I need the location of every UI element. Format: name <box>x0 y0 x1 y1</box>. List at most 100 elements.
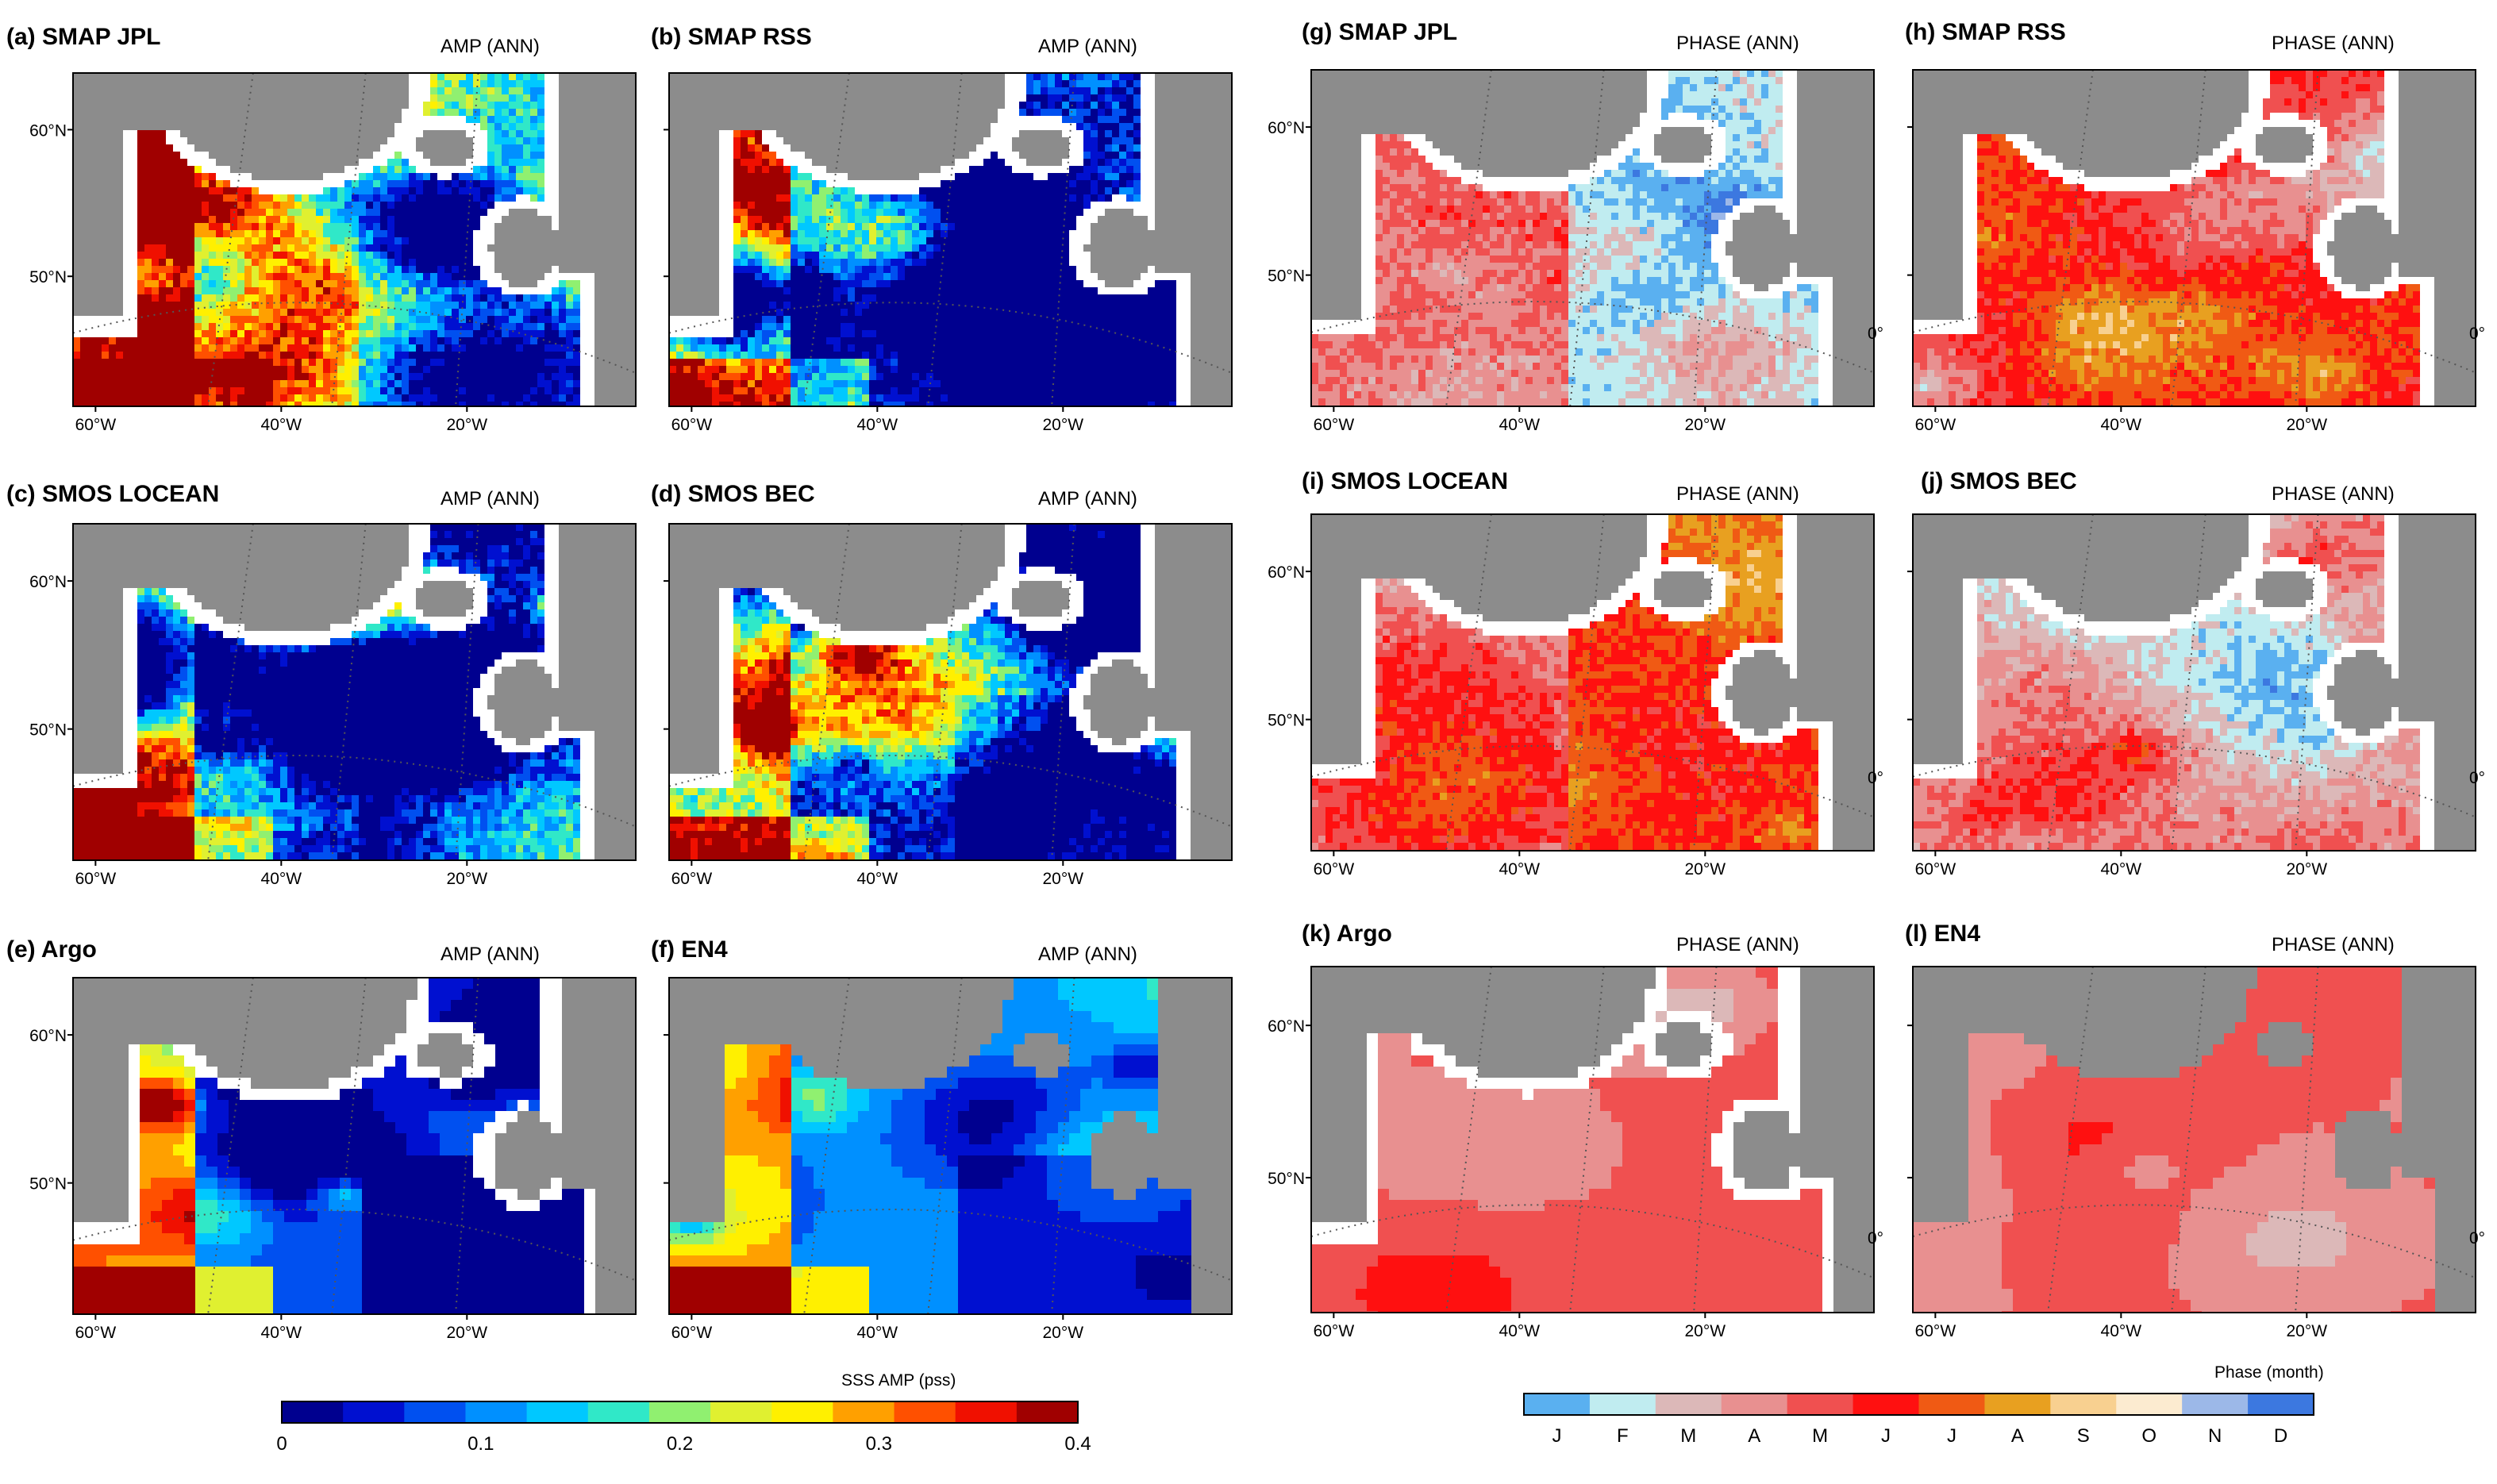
heatmap-cell <box>373 352 381 359</box>
heatmap-cell <box>1133 159 1141 167</box>
heatmap-cell <box>594 316 602 324</box>
heatmap-cell <box>223 394 231 402</box>
heatmap-cell <box>209 194 217 202</box>
heatmap-cell <box>459 259 467 267</box>
heatmap-cell <box>833 173 841 181</box>
heatmap-cell <box>123 259 131 267</box>
heatmap-cell <box>244 187 252 195</box>
heatmap-cell <box>409 73 417 81</box>
heatmap-cell <box>287 402 295 407</box>
heatmap-cell <box>337 166 345 174</box>
heatmap-cell <box>1098 130 1106 138</box>
heatmap-cell <box>287 294 295 302</box>
heatmap-cell <box>344 273 352 281</box>
heatmap-cell <box>741 137 748 145</box>
heatmap-cell <box>509 237 517 245</box>
heatmap-cell <box>94 194 102 202</box>
heatmap-cell <box>387 387 395 395</box>
graticule-line <box>72 302 637 374</box>
heatmap-cell <box>366 352 374 359</box>
heatmap-cell <box>1005 109 1013 117</box>
heatmap-cell <box>273 137 281 145</box>
heatmap-cell <box>287 373 295 381</box>
heatmap-cell <box>919 159 927 167</box>
heatmap-cell <box>1148 152 1156 160</box>
heatmap-cell <box>530 287 538 295</box>
heatmap-cell <box>473 387 481 395</box>
heatmap-cell <box>173 266 181 274</box>
heatmap-cell <box>180 180 188 188</box>
heatmap-cell <box>373 216 381 224</box>
heatmap-cell <box>366 294 374 302</box>
heatmap-cell <box>380 359 388 367</box>
heatmap-cell <box>330 294 338 302</box>
heatmap-cell <box>73 259 81 267</box>
heatmap-cell <box>294 166 302 174</box>
heatmap-cell <box>144 152 152 160</box>
heatmap-cell <box>841 80 848 88</box>
heatmap-cell <box>1155 80 1163 88</box>
heatmap-cell <box>87 309 95 317</box>
heatmap-cell <box>566 287 574 295</box>
heatmap-cell <box>1219 116 1227 124</box>
heatmap-cell <box>102 266 110 274</box>
heatmap-cell <box>309 94 317 102</box>
heatmap-cell <box>173 187 181 195</box>
heatmap-cell <box>230 94 238 102</box>
heatmap-cell <box>137 144 145 152</box>
heatmap-cell <box>166 394 174 402</box>
heatmap-cell <box>891 116 898 124</box>
heatmap-cell <box>137 252 145 260</box>
heatmap-cell <box>552 244 560 252</box>
heatmap-cell <box>359 180 367 188</box>
heatmap-cell <box>523 337 531 345</box>
heatmap-cell <box>144 237 152 245</box>
heatmap-cell <box>216 259 224 267</box>
heatmap-cell <box>1112 87 1120 95</box>
heatmap-cell <box>1133 73 1141 81</box>
heatmap-cell <box>280 209 288 217</box>
heatmap-cell <box>409 194 417 202</box>
heatmap-cell <box>833 94 841 102</box>
heatmap-cell <box>630 194 637 202</box>
heatmap-cell <box>80 194 88 202</box>
heatmap-cell <box>180 202 188 210</box>
heatmap-cell <box>187 87 195 95</box>
heatmap-cell <box>80 173 88 181</box>
heatmap-cell <box>509 352 517 359</box>
heatmap-cell <box>826 94 834 102</box>
heatmap-cell <box>741 73 748 81</box>
heatmap-cell <box>266 380 274 388</box>
heatmap-cell <box>302 280 310 288</box>
heatmap-cell <box>366 366 374 374</box>
heatmap-cell <box>983 166 991 174</box>
heatmap-cell <box>719 173 727 181</box>
heatmap-cell <box>416 359 424 367</box>
heatmap-cell <box>80 330 88 338</box>
heatmap-cell <box>102 259 110 267</box>
heatmap-cell <box>573 252 581 260</box>
heatmap-cell <box>130 202 138 210</box>
heatmap-cell <box>294 302 302 309</box>
heatmap-cell <box>323 373 331 381</box>
heatmap-cell <box>1133 87 1141 95</box>
heatmap-cell <box>287 359 295 367</box>
heatmap-cell <box>1026 130 1034 138</box>
heatmap-cell <box>976 94 984 102</box>
heatmap-cell <box>1212 116 1220 124</box>
heatmap-cell <box>409 330 417 338</box>
heatmap-cell <box>444 116 452 124</box>
heatmap-cell <box>698 73 706 81</box>
heatmap-cell <box>194 123 202 131</box>
heatmap-cell <box>1026 87 1034 95</box>
heatmap-cell <box>509 116 517 124</box>
heatmap-cell <box>230 359 238 367</box>
heatmap-cell <box>552 344 560 352</box>
heatmap-cell <box>366 109 374 117</box>
heatmap-cell <box>344 187 352 195</box>
heatmap-cell <box>1019 116 1027 124</box>
heatmap-cell <box>252 273 260 281</box>
heatmap-cell <box>116 330 124 338</box>
heatmap-cell <box>344 216 352 224</box>
heatmap-cell <box>309 244 317 252</box>
